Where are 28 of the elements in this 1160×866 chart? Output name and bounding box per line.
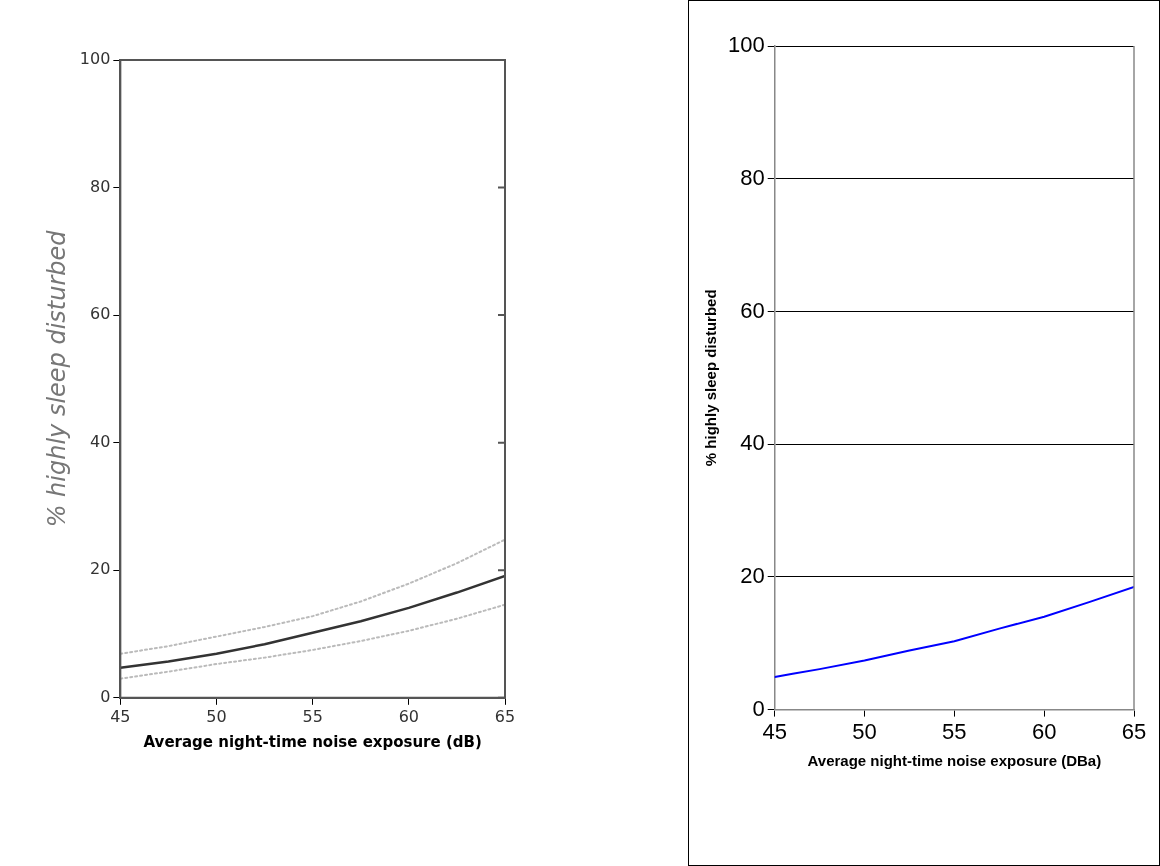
x-tick-label: 60 — [398, 706, 420, 726]
y-tick-label: 60 — [89, 304, 111, 324]
x-tick-label: 65 — [494, 706, 516, 726]
y-tick-label: 0 — [752, 695, 765, 721]
y-tick-label: 60 — [740, 297, 765, 323]
y-axis-title: % highly sleep disturbed — [702, 289, 720, 467]
line-series — [120, 603, 505, 680]
x-tick-label: 55 — [942, 718, 967, 744]
y-tick-label: 100 — [79, 49, 111, 69]
x-tick-label: 55 — [302, 706, 323, 726]
y-tick-label: 0 — [100, 686, 111, 706]
x-axis-title: Average night-time noise exposure (dB) — [143, 732, 482, 751]
y-tick-label: 20 — [89, 559, 111, 579]
x-tick-label: 50 — [852, 718, 877, 744]
x-axis-title: Average night-time noise exposure (DBa) — [807, 752, 1102, 770]
x-tick-label: 65 — [1121, 718, 1147, 744]
y-tick-label: 40 — [740, 430, 765, 456]
x-tick-label: 45 — [762, 718, 787, 744]
y-tick-label: 40 — [89, 431, 111, 451]
x-tick-label: 50 — [206, 706, 227, 726]
line-series — [120, 538, 505, 655]
y-axis-title: % highly sleep disturbed — [42, 229, 71, 528]
y-tick-label: 80 — [740, 164, 765, 190]
x-tick-label: 45 — [110, 706, 131, 726]
y-tick-label: 20 — [740, 562, 765, 588]
x-tick-label: 60 — [1031, 718, 1057, 744]
y-tick-label: 100 — [727, 32, 765, 58]
y-tick-label: 80 — [89, 176, 111, 196]
